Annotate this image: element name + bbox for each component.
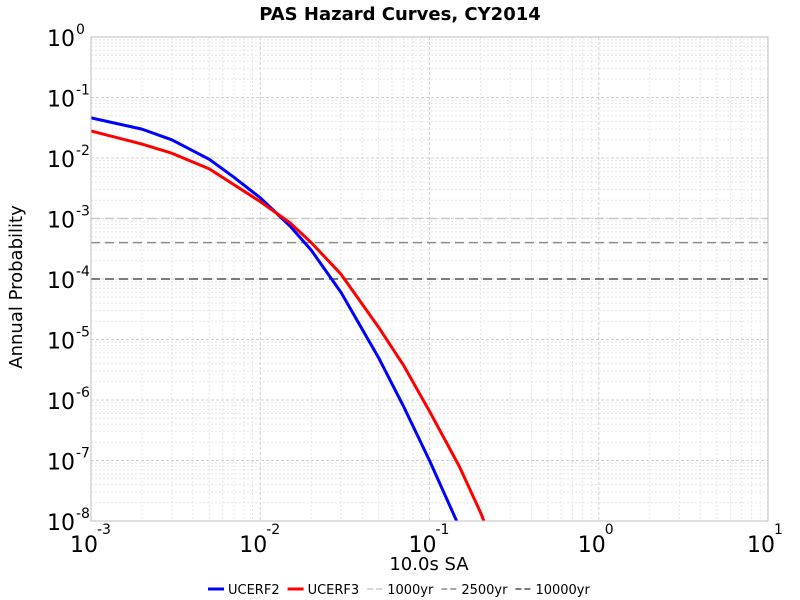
y-tick-base: 10 [47,209,75,234]
y-tick-base: 10 [47,330,75,355]
x-tick-exponent: -1 [436,522,450,538]
y-tick-label: 10 0 [47,22,85,52]
y-tick-exponent: -7 [76,446,90,462]
x-tick-label: 10-1 [409,522,450,558]
legend-item-2500yr: 2500yr [441,583,508,598]
y-tick-base: 10 [47,148,75,173]
series-curves [91,116,486,521]
legend: UCERF2 UCERF3 1000yr 2500yr 10000yr [208,583,590,598]
x-tick-base: 10 [409,533,437,558]
y-tick-base: 10 [47,511,75,536]
y-tick-label: 10 -7 [47,446,90,476]
x-tick-base: 10 [747,533,775,558]
y-tick-exponent: -1 [76,83,90,99]
plot-border [90,36,769,522]
x-tick-exponent: 1 [774,522,783,538]
legend-label: UCERF2 [228,583,280,598]
x-tick-label: 10-3 [70,522,111,558]
legend-item-10000yr: 10000yr [515,583,590,598]
x-tick-label: 10-2 [239,522,280,558]
y-tick-exponent: -2 [76,143,90,159]
series-line-ucerf3 [91,129,486,521]
legend-item-1000yr: 1000yr [367,583,434,598]
y-tick-base: 10 [47,390,75,415]
y-tick-exponent: -8 [76,506,90,522]
series-line-ucerf2 [91,116,459,521]
y-tick-label: 10 -2 [47,143,90,173]
reference-lines [91,217,768,280]
y-tick-label: 10 -1 [47,83,90,113]
y-tick-label: 10 -4 [47,264,90,294]
y-tick-label: 10 -6 [47,385,90,415]
y-tick-base: 10 [47,451,75,476]
x-tick-exponent: -2 [266,522,280,538]
y-tick-exponent: -4 [76,264,90,280]
y-tick-base: 10 [47,27,75,52]
x-axis-label: 10.0s SA [389,554,469,575]
y-tick-exponent: -3 [76,204,90,220]
x-tick-label: 100 [578,522,614,558]
legend-label: 1000yr [387,583,434,598]
x-tick-exponent: -3 [97,522,111,538]
y-tick-exponent: -6 [76,385,90,401]
y-tick-exponent: -5 [76,325,90,341]
y-tick-label: 10 -3 [47,204,90,234]
y-tick-exponent: 0 [76,22,85,38]
x-tick-label: 101 [747,522,783,558]
y-tick-base: 10 [47,269,75,294]
legend-label: 10000yr [535,583,590,598]
legend-label: 2500yr [461,583,508,598]
legend-item-ucerf3: UCERF3 [287,583,360,598]
y-tick-label: 10 -5 [47,325,90,355]
legend-label: UCERF3 [308,583,360,598]
chart-title: PAS Hazard Curves, CY2014 [259,4,541,25]
legend-item-ucerf2: UCERF2 [208,583,280,598]
y-tick-label: 10 -8 [47,506,90,536]
x-tick-base: 10 [239,533,267,558]
x-tick-base: 10 [70,533,98,558]
x-tick-base: 10 [578,533,606,558]
y-axis-label: Annual Probability [6,205,27,369]
y-tick-base: 10 [47,88,75,113]
x-tick-exponent: 0 [605,522,614,538]
